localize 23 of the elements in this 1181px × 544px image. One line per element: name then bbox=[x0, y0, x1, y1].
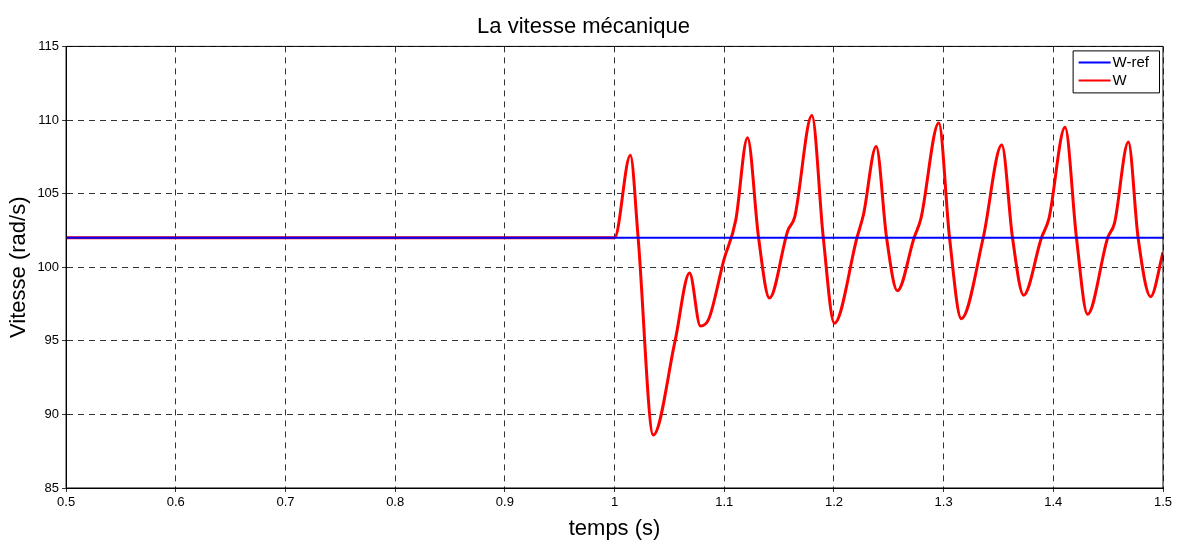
y-tick-label: 110 bbox=[38, 111, 60, 127]
y-tick-label: 100 bbox=[37, 258, 60, 274]
x-tick-label: 0.7 bbox=[276, 494, 295, 510]
y-tick-label: 95 bbox=[44, 332, 60, 348]
x-tick-label: 1 bbox=[610, 494, 619, 510]
x-tick-label: 1.2 bbox=[824, 494, 843, 510]
x-tick-label: 1.1 bbox=[715, 494, 734, 510]
x-tick-label: 0.6 bbox=[166, 494, 185, 510]
x-tick-label: 1.4 bbox=[1044, 494, 1063, 510]
x-tick-label: 0.8 bbox=[386, 494, 405, 510]
y-tick-label: 105 bbox=[37, 185, 60, 201]
y-axis-title: Vitesse (rad/s) bbox=[5, 196, 31, 338]
y-tick-label: 90 bbox=[44, 405, 60, 421]
y-tick-label: 115 bbox=[38, 37, 60, 53]
legend-label: W-ref bbox=[1112, 52, 1150, 70]
legend-label: W bbox=[1112, 70, 1128, 88]
x-tick-label: 0.5 bbox=[57, 494, 76, 510]
x-tick-label: 1.3 bbox=[934, 494, 953, 510]
x-axis-title: temps (s) bbox=[568, 514, 661, 540]
y-tick-label: 85 bbox=[44, 479, 60, 495]
x-tick-label: 1.5 bbox=[1153, 494, 1173, 510]
x-tick-label: 0.9 bbox=[495, 494, 514, 510]
chart-title: La vitesse mécanique bbox=[477, 13, 690, 39]
